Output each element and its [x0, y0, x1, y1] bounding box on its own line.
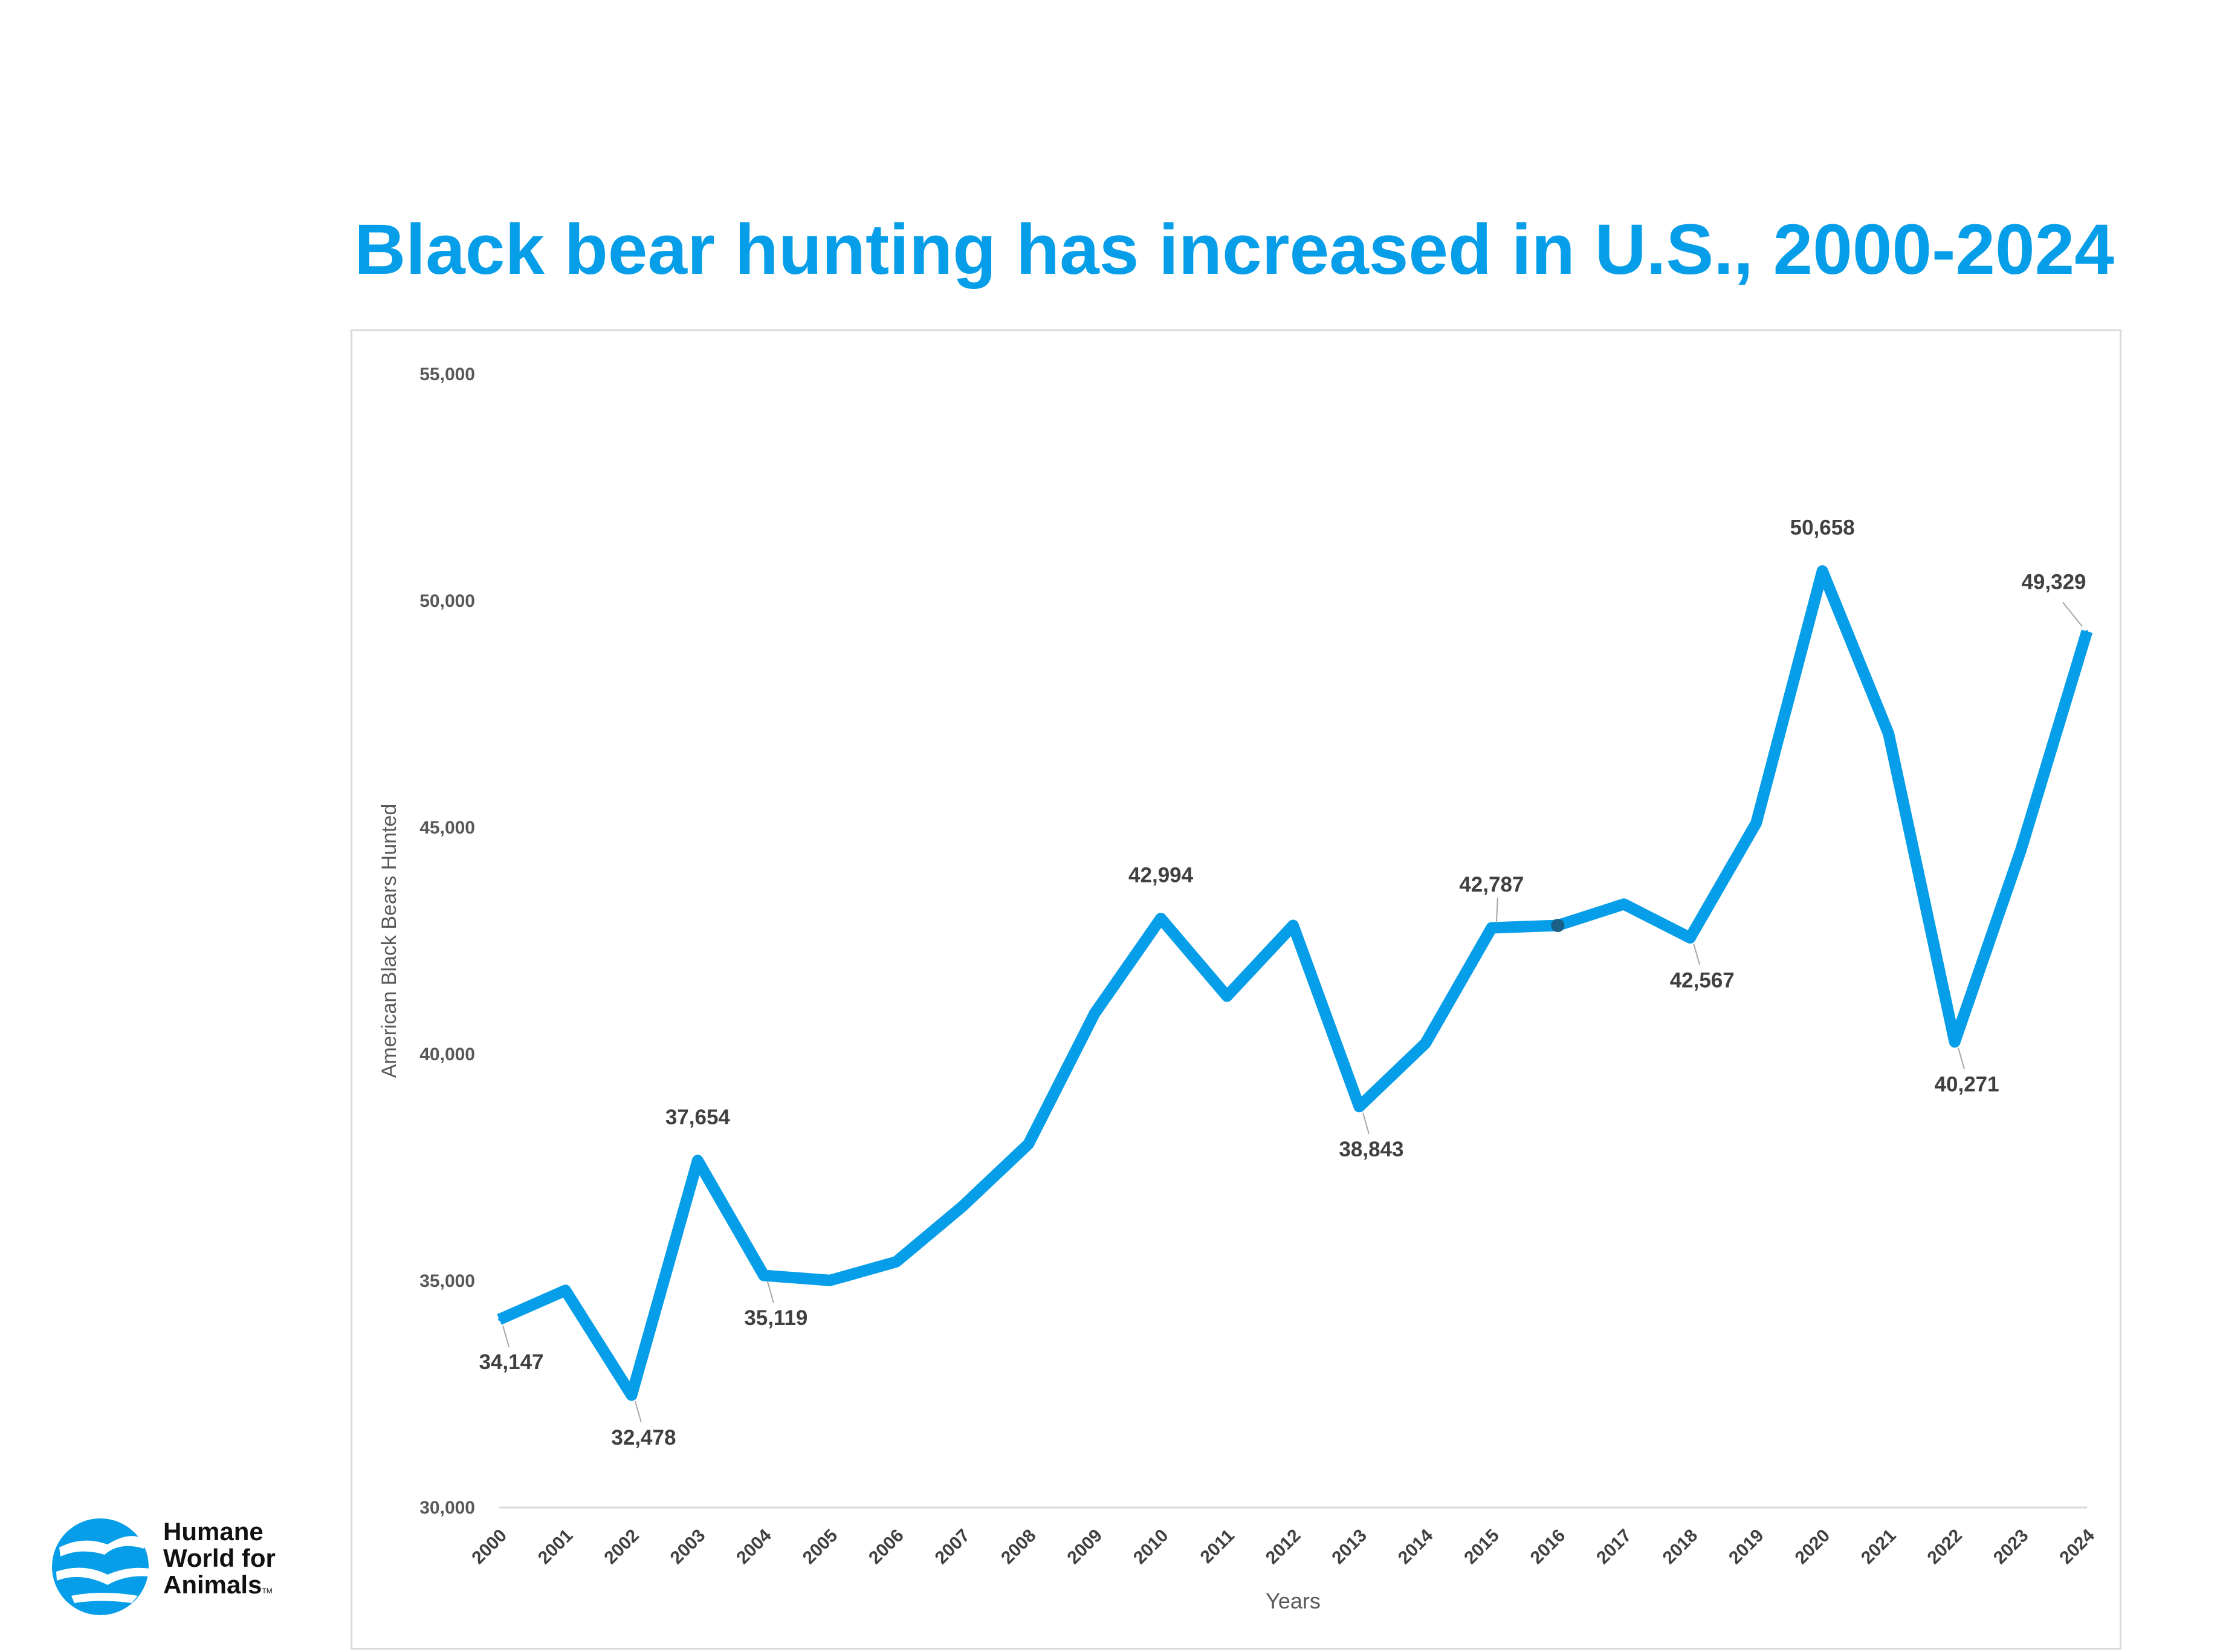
data-point	[630, 1394, 633, 1397]
x-tick-label: 2006	[865, 1526, 908, 1569]
x-tick-label: 2015	[1460, 1526, 1503, 1569]
y-tick-label: 55,000	[419, 364, 475, 384]
data-label-leader-line	[766, 1281, 774, 1303]
data-label: 42,567	[1670, 968, 1735, 992]
data-point	[1821, 569, 1824, 572]
x-tick-label: 2016	[1527, 1526, 1570, 1569]
x-tick-label: 2021	[1857, 1526, 1900, 1569]
data-label: 42,994	[1128, 863, 1194, 887]
data-point	[1027, 1142, 1030, 1145]
x-axis-title: Years	[1266, 1589, 1321, 1613]
data-point	[498, 1318, 500, 1321]
data-label: 50,658	[1790, 516, 1855, 540]
data-point	[895, 1260, 898, 1263]
data-point	[1490, 926, 1493, 929]
x-tick-label: 2008	[997, 1526, 1040, 1569]
data-point	[1093, 1012, 1096, 1015]
x-tick-label: 2018	[1659, 1526, 1702, 1569]
x-tick-label: 2007	[931, 1526, 974, 1569]
x-tick-label: 2003	[667, 1526, 710, 1569]
data-point	[1226, 995, 1229, 997]
x-tick-label: 2005	[799, 1526, 842, 1569]
data-point	[762, 1274, 765, 1277]
y-axis-title: American Black Bears Hunted	[378, 804, 401, 1078]
data-label: 37,654	[665, 1106, 731, 1129]
data-label: 35,119	[744, 1306, 807, 1330]
data-label-leader-line	[1362, 1112, 1370, 1135]
logo-line-2: World for	[163, 1544, 276, 1572]
x-tick-label: 2022	[1923, 1526, 1966, 1569]
humane-world-for-animals-logo: Humane World for AnimalsTM	[47, 1511, 301, 1620]
data-point	[564, 1289, 567, 1292]
data-label: 49,329	[2021, 570, 2086, 594]
logo-trademark: TM	[262, 1587, 273, 1595]
series-line	[497, 565, 2093, 1401]
data-label-leader-line	[1495, 897, 1498, 924]
x-tick-label: 2012	[1262, 1526, 1305, 1569]
logo-line-3: Animals	[163, 1570, 262, 1599]
x-tick-label: 2017	[1593, 1526, 1636, 1569]
y-tick-label: 45,000	[419, 818, 475, 838]
data-label-leader-line	[2062, 601, 2083, 627]
data-point	[1755, 821, 1758, 824]
line-chart: 30,000 35,000 40,000 45,000 50,000 55,000 2000…	[378, 364, 2098, 1613]
x-tick-label: 2010	[1130, 1526, 1173, 1569]
y-tick-label: 50,000	[419, 591, 475, 611]
x-tick-label: 2004	[733, 1525, 775, 1568]
data-label-leader-line	[1958, 1048, 1966, 1069]
data-label: 38,843	[1339, 1138, 1403, 1161]
data-point	[1887, 732, 1890, 735]
x-tick-label: 2009	[1064, 1526, 1107, 1569]
data-point	[961, 1205, 964, 1208]
x-tick-label: 2000	[468, 1526, 511, 1569]
logo-text: Humane World for AnimalsTM	[163, 1518, 276, 1604]
data-point	[829, 1279, 832, 1282]
data-point	[1292, 924, 1295, 927]
data-label: 34,147	[479, 1350, 543, 1374]
data-point	[1689, 936, 1692, 939]
x-tick-label: 2001	[534, 1526, 577, 1569]
y-tick-label: 30,000	[419, 1498, 475, 1518]
data-point	[1953, 1040, 1956, 1043]
y-tick-label: 35,000	[419, 1271, 475, 1291]
data-label: 40,271	[1935, 1073, 1999, 1096]
data-point	[2086, 630, 2088, 633]
data-label: 42,787	[1459, 873, 1524, 896]
x-tick-label: 2014	[1394, 1525, 1437, 1568]
chart-frame: 30,000 35,000 40,000 45,000 50,000 55,000 2000…	[351, 329, 2121, 1650]
data-point	[696, 1159, 699, 1162]
globe-animals-icon	[52, 1518, 150, 1615]
logo-line-1: Humane	[163, 1517, 264, 1546]
x-tick-label: 2011	[1197, 1526, 1238, 1567]
x-tick-label: 2002	[600, 1526, 643, 1569]
data-point	[2019, 849, 2022, 852]
data-point	[1424, 1042, 1427, 1045]
data-point	[1357, 1105, 1361, 1108]
y-tick-label: 40,000	[419, 1045, 475, 1064]
data-point	[1622, 902, 1625, 905]
x-tick-label: 2023	[1990, 1526, 2033, 1569]
highlighted-data-point	[1551, 919, 1565, 932]
x-tick-label: 2024	[2056, 1525, 2098, 1568]
chart-title: Black bear hunting has increased in U.S.…	[354, 210, 2114, 290]
data-label-leader-line	[502, 1325, 510, 1347]
x-tick-label: 2019	[1725, 1526, 1768, 1569]
data-label: 32,478	[611, 1426, 676, 1450]
data-point	[1159, 917, 1162, 920]
data-label-leader-line	[1693, 944, 1701, 965]
x-tick-label: 2013	[1328, 1526, 1371, 1569]
x-tick-label: 2020	[1791, 1526, 1834, 1569]
data-label-leader-line	[634, 1401, 642, 1423]
